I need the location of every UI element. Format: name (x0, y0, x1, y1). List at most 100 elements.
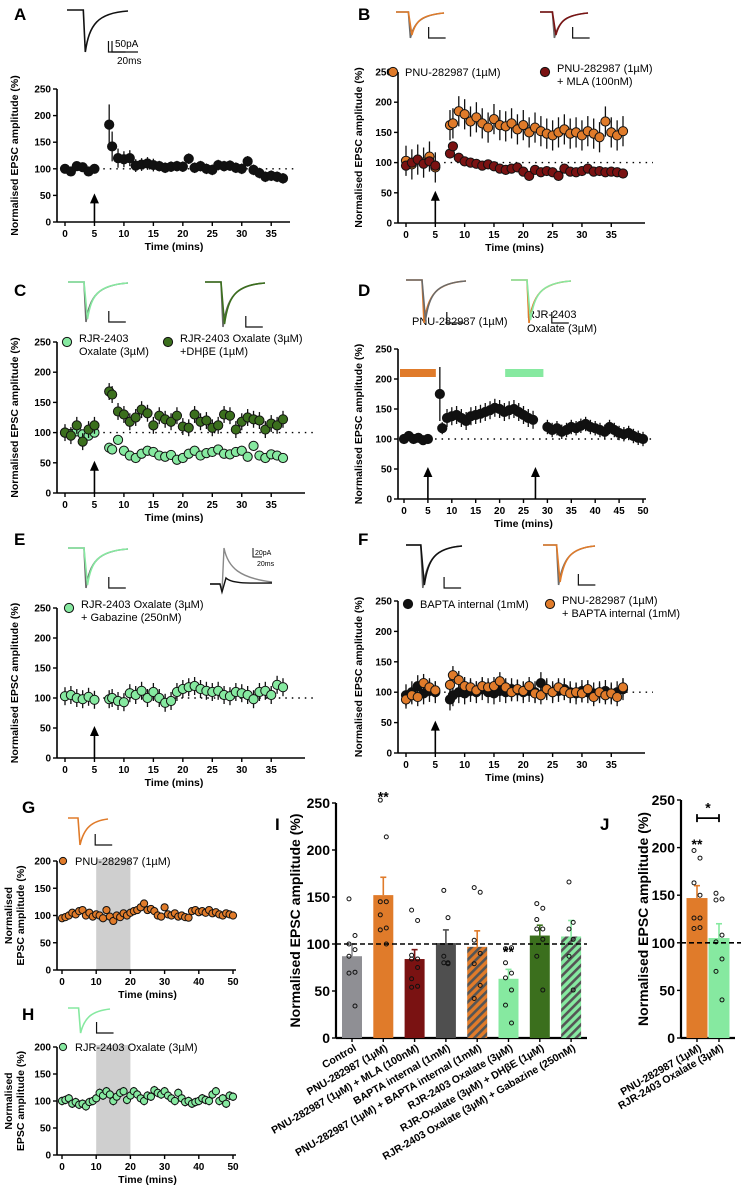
legend-label: PNU-282987 (1µM) (405, 67, 501, 79)
x-tick-label: 20 (518, 760, 530, 771)
data-point (183, 422, 194, 433)
data-point (277, 414, 289, 425)
individual-data-point (697, 925, 703, 931)
significance-marker: * (705, 800, 711, 816)
data-point (494, 676, 505, 687)
individual-data-point (503, 946, 508, 952)
scale-bar (108, 311, 126, 323)
x-tick-label: 5 (425, 506, 431, 517)
y-axis-label: Normalised (3, 1072, 15, 1129)
y-tick-label: 150 (375, 128, 392, 139)
scale-bar (252, 548, 262, 558)
x-tick-label: 30 (542, 506, 554, 517)
y-axis-label: EPSC amplitude (%) (15, 1051, 27, 1151)
data-point (266, 689, 277, 701)
bar (404, 959, 425, 1038)
x-tick-label: 0 (403, 760, 409, 771)
individual-data-point (415, 956, 421, 962)
data-point (637, 433, 649, 445)
x-tick-label: 10 (459, 760, 471, 771)
x-tick-label: 50 (637, 506, 649, 517)
individual-data-point (697, 915, 703, 921)
data-point (230, 424, 241, 435)
x-tick-label: 0 (403, 230, 409, 241)
x-axis-label: Time (mins) (494, 518, 553, 530)
example-trace-inset (406, 279, 467, 324)
x-tick-label: 25 (518, 506, 530, 517)
data-point (272, 420, 283, 431)
epsc-trace (540, 11, 589, 36)
y-tick-label: 50 (40, 191, 52, 202)
series-0 (57, 899, 238, 926)
epsc-trace (68, 547, 129, 589)
data-point (447, 141, 459, 152)
individual-data-point (503, 960, 508, 966)
x-tick-label: 10 (459, 230, 471, 241)
legend-label: BAPTA internal (1mM) (420, 599, 529, 611)
y-axis-label: Normalised EPSC amplitude (%) (353, 67, 365, 227)
individual-data-point (409, 956, 415, 962)
drug-application-bar (400, 369, 436, 377)
series-0 (57, 1085, 238, 1111)
individual-data-point (719, 956, 725, 962)
y-axis-label: Normalised EPSC amplitude (%) (353, 597, 365, 757)
individual-data-point (471, 961, 477, 967)
y-tick-label: 100 (34, 911, 51, 922)
legend-marker (544, 598, 556, 610)
y-tick-label: 100 (34, 164, 51, 175)
epsc-trace (205, 281, 266, 328)
y-tick-label: 100 (375, 158, 392, 169)
y-tick-label: 50 (381, 718, 393, 729)
x-tick-label: 30 (159, 977, 171, 988)
individual-data-point (534, 953, 540, 959)
data-point (447, 118, 459, 129)
y-tick-label: 250 (34, 338, 51, 349)
epsc-trace (540, 11, 589, 39)
x-axis-label: Time (mins) (485, 772, 544, 784)
application-label: PNU-282987 (1µM) (412, 316, 508, 328)
x-tick-label: 20 (177, 765, 189, 776)
y-tick-label: 50 (314, 983, 330, 999)
x-tick-label: 0 (59, 977, 65, 988)
x-tick-label: 35 (606, 760, 618, 771)
x-tick-label: 40 (193, 977, 205, 988)
y-tick-label: 100 (34, 694, 51, 705)
y-tick-label: 50 (40, 938, 52, 949)
legend-label: + MLA (100nM) (557, 76, 633, 88)
legend-label: RJR-2403 Oxalate (3µM) (81, 599, 204, 611)
y-tick-label: 150 (652, 887, 676, 903)
panel-label: A (14, 5, 26, 24)
x-tick-label: 35 (566, 506, 578, 517)
scale-bar (428, 27, 446, 39)
data-point (165, 695, 177, 707)
legend-marker (58, 856, 68, 866)
individual-data-point (691, 926, 697, 932)
x-axis-label: Time (mins) (145, 241, 204, 253)
scale-bar (95, 1022, 114, 1034)
data-point (146, 1092, 156, 1101)
data-point (277, 682, 289, 693)
data-point (118, 697, 130, 708)
epsc-trace (406, 544, 463, 586)
individual-data-point (719, 932, 725, 938)
data-point (142, 408, 153, 419)
individual-data-point (441, 953, 447, 959)
y-tick-label: 200 (307, 842, 331, 858)
data-point (236, 163, 247, 174)
x-tick-label: 15 (488, 230, 500, 241)
data-point (553, 170, 564, 181)
x-tick-label: 5 (92, 500, 98, 511)
epsc-trace (68, 547, 129, 586)
individual-data-point (719, 997, 725, 1003)
individual-data-point (346, 896, 352, 902)
data-point (98, 914, 108, 923)
arrow-up-icon (89, 193, 99, 204)
data-point (130, 412, 141, 423)
x-tick-label: 0 (62, 500, 68, 511)
data-point (524, 170, 535, 181)
